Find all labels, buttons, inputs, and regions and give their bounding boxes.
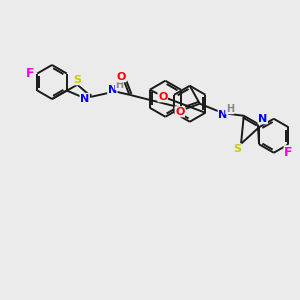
Text: F: F (26, 67, 34, 80)
Text: N: N (218, 110, 227, 120)
Text: O: O (117, 72, 126, 82)
Text: O: O (158, 92, 167, 102)
Text: S: S (233, 144, 241, 154)
Text: H: H (115, 80, 123, 90)
Text: S: S (74, 75, 81, 85)
Text: N: N (80, 94, 89, 103)
Text: H: H (226, 104, 234, 114)
Text: F: F (284, 146, 293, 159)
Text: N: N (258, 114, 267, 124)
Text: N: N (108, 85, 117, 95)
Text: O: O (175, 107, 184, 117)
